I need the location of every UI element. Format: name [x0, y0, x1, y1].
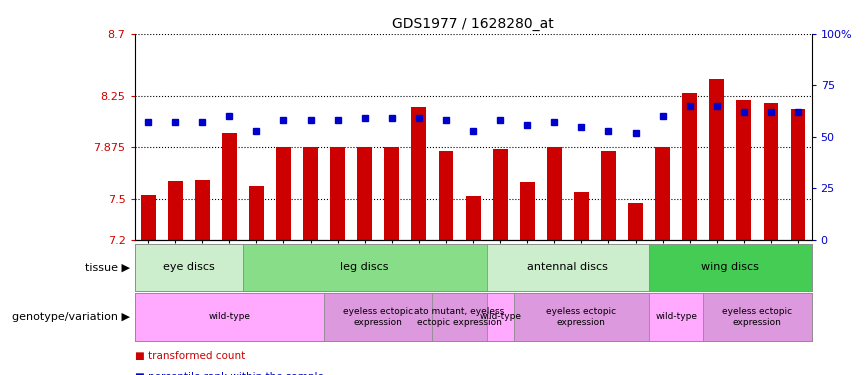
Bar [791, 110, 806, 240]
Text: genotype/variation ▶: genotype/variation ▶ [12, 312, 130, 322]
Bar [465, 196, 481, 240]
Bar [649, 292, 703, 341]
Text: antennal discs: antennal discs [528, 262, 608, 272]
Text: eyeless ectopic
expression: eyeless ectopic expression [722, 307, 792, 327]
Bar [487, 244, 649, 291]
Bar [168, 181, 182, 240]
Bar [249, 186, 264, 240]
Bar [736, 100, 752, 240]
Bar [432, 292, 487, 341]
Bar [358, 147, 372, 240]
Text: wild-type: wild-type [479, 312, 521, 321]
Text: wild-type: wild-type [208, 312, 250, 321]
Bar [649, 244, 812, 291]
Bar [764, 102, 779, 240]
Text: tissue ▶: tissue ▶ [85, 262, 130, 272]
Bar [194, 180, 210, 240]
Bar [135, 292, 324, 341]
Text: wing discs: wing discs [701, 262, 760, 272]
Bar [222, 133, 237, 240]
Bar [547, 147, 562, 240]
Text: eyeless ectopic
expression: eyeless ectopic expression [343, 307, 413, 327]
Bar [276, 147, 291, 240]
Bar [303, 147, 318, 240]
Bar [493, 149, 508, 240]
Bar [135, 244, 243, 291]
Text: eyeless ectopic
expression: eyeless ectopic expression [546, 307, 616, 327]
Text: ato mutant, eyeless
ectopic expression: ato mutant, eyeless ectopic expression [414, 307, 504, 327]
Text: ■ transformed count: ■ transformed count [135, 351, 245, 361]
Bar [385, 147, 399, 240]
Text: leg discs: leg discs [340, 262, 389, 272]
Bar [141, 195, 155, 240]
Bar [574, 192, 589, 240]
Bar [324, 292, 432, 341]
Bar [514, 292, 649, 341]
Bar [411, 106, 426, 240]
Bar [243, 244, 487, 291]
Bar [655, 147, 670, 240]
Text: eye discs: eye discs [163, 262, 214, 272]
Bar [682, 93, 697, 240]
Title: GDS1977 / 1628280_at: GDS1977 / 1628280_at [392, 17, 554, 32]
Bar [628, 203, 643, 240]
Bar [703, 292, 812, 341]
Bar [709, 79, 724, 240]
Text: wild-type: wild-type [655, 312, 697, 321]
Bar [520, 182, 535, 240]
Bar [487, 292, 514, 341]
Bar [330, 147, 345, 240]
Bar [601, 152, 616, 240]
Bar [438, 151, 453, 240]
Text: ■ percentile rank within the sample: ■ percentile rank within the sample [135, 372, 324, 375]
